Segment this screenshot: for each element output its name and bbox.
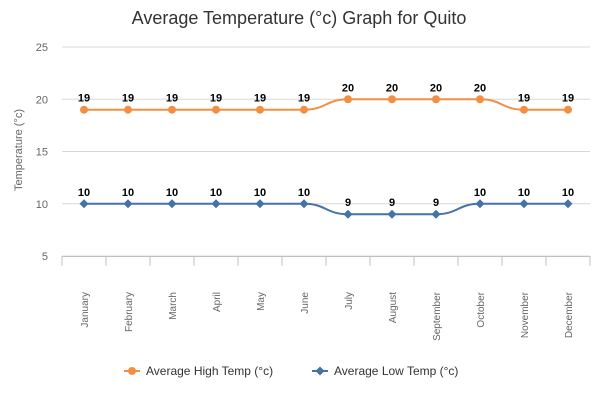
legend-label: Average Low Temp (°c) [334,364,458,378]
data-label: 10 [166,187,178,199]
legend-marker [315,366,325,376]
legend: Average High Temp (°c) Average Low Temp (… [124,364,458,378]
legend-item-high[interactable]: Average High Temp (°c) [124,364,273,378]
data-label: 19 [254,93,266,105]
data-point[interactable] [300,105,308,114]
data-label: 10 [210,187,222,199]
data-label: 10 [254,187,266,199]
data-point[interactable] [564,105,572,114]
data-point[interactable] [256,105,264,114]
x-tick-label: February [124,292,135,332]
data-point[interactable] [563,199,573,209]
data-label: 10 [298,187,310,199]
x-tick-label: June [300,292,311,314]
data-point[interactable] [344,95,352,104]
y-axis-label: Temperature (°c) [13,109,25,191]
series-line [83,98,568,111]
data-label: 19 [166,93,178,105]
x-tick-label: April [212,292,223,312]
data-label: 10 [122,187,134,199]
data-point[interactable] [387,209,397,219]
data-label: 20 [430,82,442,94]
data-point[interactable] [124,105,132,114]
data-label: 9 [433,197,439,209]
series-high: 19 19 19 19 19 19 20 20 20 20 19 19 [78,82,574,114]
data-point[interactable] [388,95,396,104]
data-label: 20 [474,82,486,94]
x-tick-label: November [520,291,531,338]
legend-label: Average High Temp (°c) [146,364,273,378]
x-axis-ticks: January February March April May June July Augu… [80,291,575,341]
data-point[interactable] [299,199,309,209]
data-point[interactable] [432,95,440,104]
data-point[interactable] [211,199,221,209]
data-label: 10 [474,187,486,199]
y-tick-label: 25 [36,42,48,54]
y-axis-ticks: 5 10 15 20 25 [36,42,48,263]
y-tick-label: 15 [36,147,48,159]
data-point[interactable] [475,199,485,209]
series-line [84,202,568,216]
data-point[interactable] [519,199,529,209]
x-tick-label: September [432,291,443,341]
data-point[interactable] [80,105,88,114]
data-point[interactable] [212,105,220,114]
x-tick-label: August [388,292,399,323]
grid-lines [62,46,590,257]
data-label: 19 [78,93,90,105]
data-point[interactable] [123,199,133,209]
data-label: 19 [210,93,222,105]
x-tick-label: July [344,292,355,310]
data-label: 10 [562,187,574,199]
legend-item-low[interactable]: Average Low Temp (°c) [312,364,458,378]
data-label: 19 [562,93,574,105]
data-label: 20 [342,82,354,94]
data-point[interactable] [255,199,265,209]
data-label: 9 [345,197,351,209]
data-label: 9 [389,197,395,209]
x-tick-label: May [256,292,267,311]
data-point[interactable] [343,209,353,219]
data-label: 19 [298,93,310,105]
data-point[interactable] [167,199,177,209]
series-low: 10 10 10 10 10 10 9 9 9 10 10 10 [78,187,574,219]
x-tick-label: March [168,292,179,320]
x-tick-label: October [476,291,487,327]
chart-title: Average Temperature (°c) Graph for Quito [132,8,467,28]
x-tick-label: January [80,292,91,328]
data-point[interactable] [168,105,176,114]
y-tick-label: 20 [36,94,48,106]
data-point[interactable] [520,105,528,114]
x-tick-label: December [564,291,575,338]
data-point[interactable] [79,199,89,209]
x-axis [61,256,591,266]
data-label: 19 [122,93,134,105]
y-tick-label: 10 [36,199,48,211]
data-point[interactable] [431,209,441,219]
data-label: 10 [518,187,530,199]
data-label: 19 [518,93,530,105]
data-label: 20 [386,82,398,94]
data-point[interactable] [476,95,484,104]
data-label: 10 [78,187,90,199]
legend-marker [128,367,136,375]
y-tick-label: 5 [42,251,48,263]
